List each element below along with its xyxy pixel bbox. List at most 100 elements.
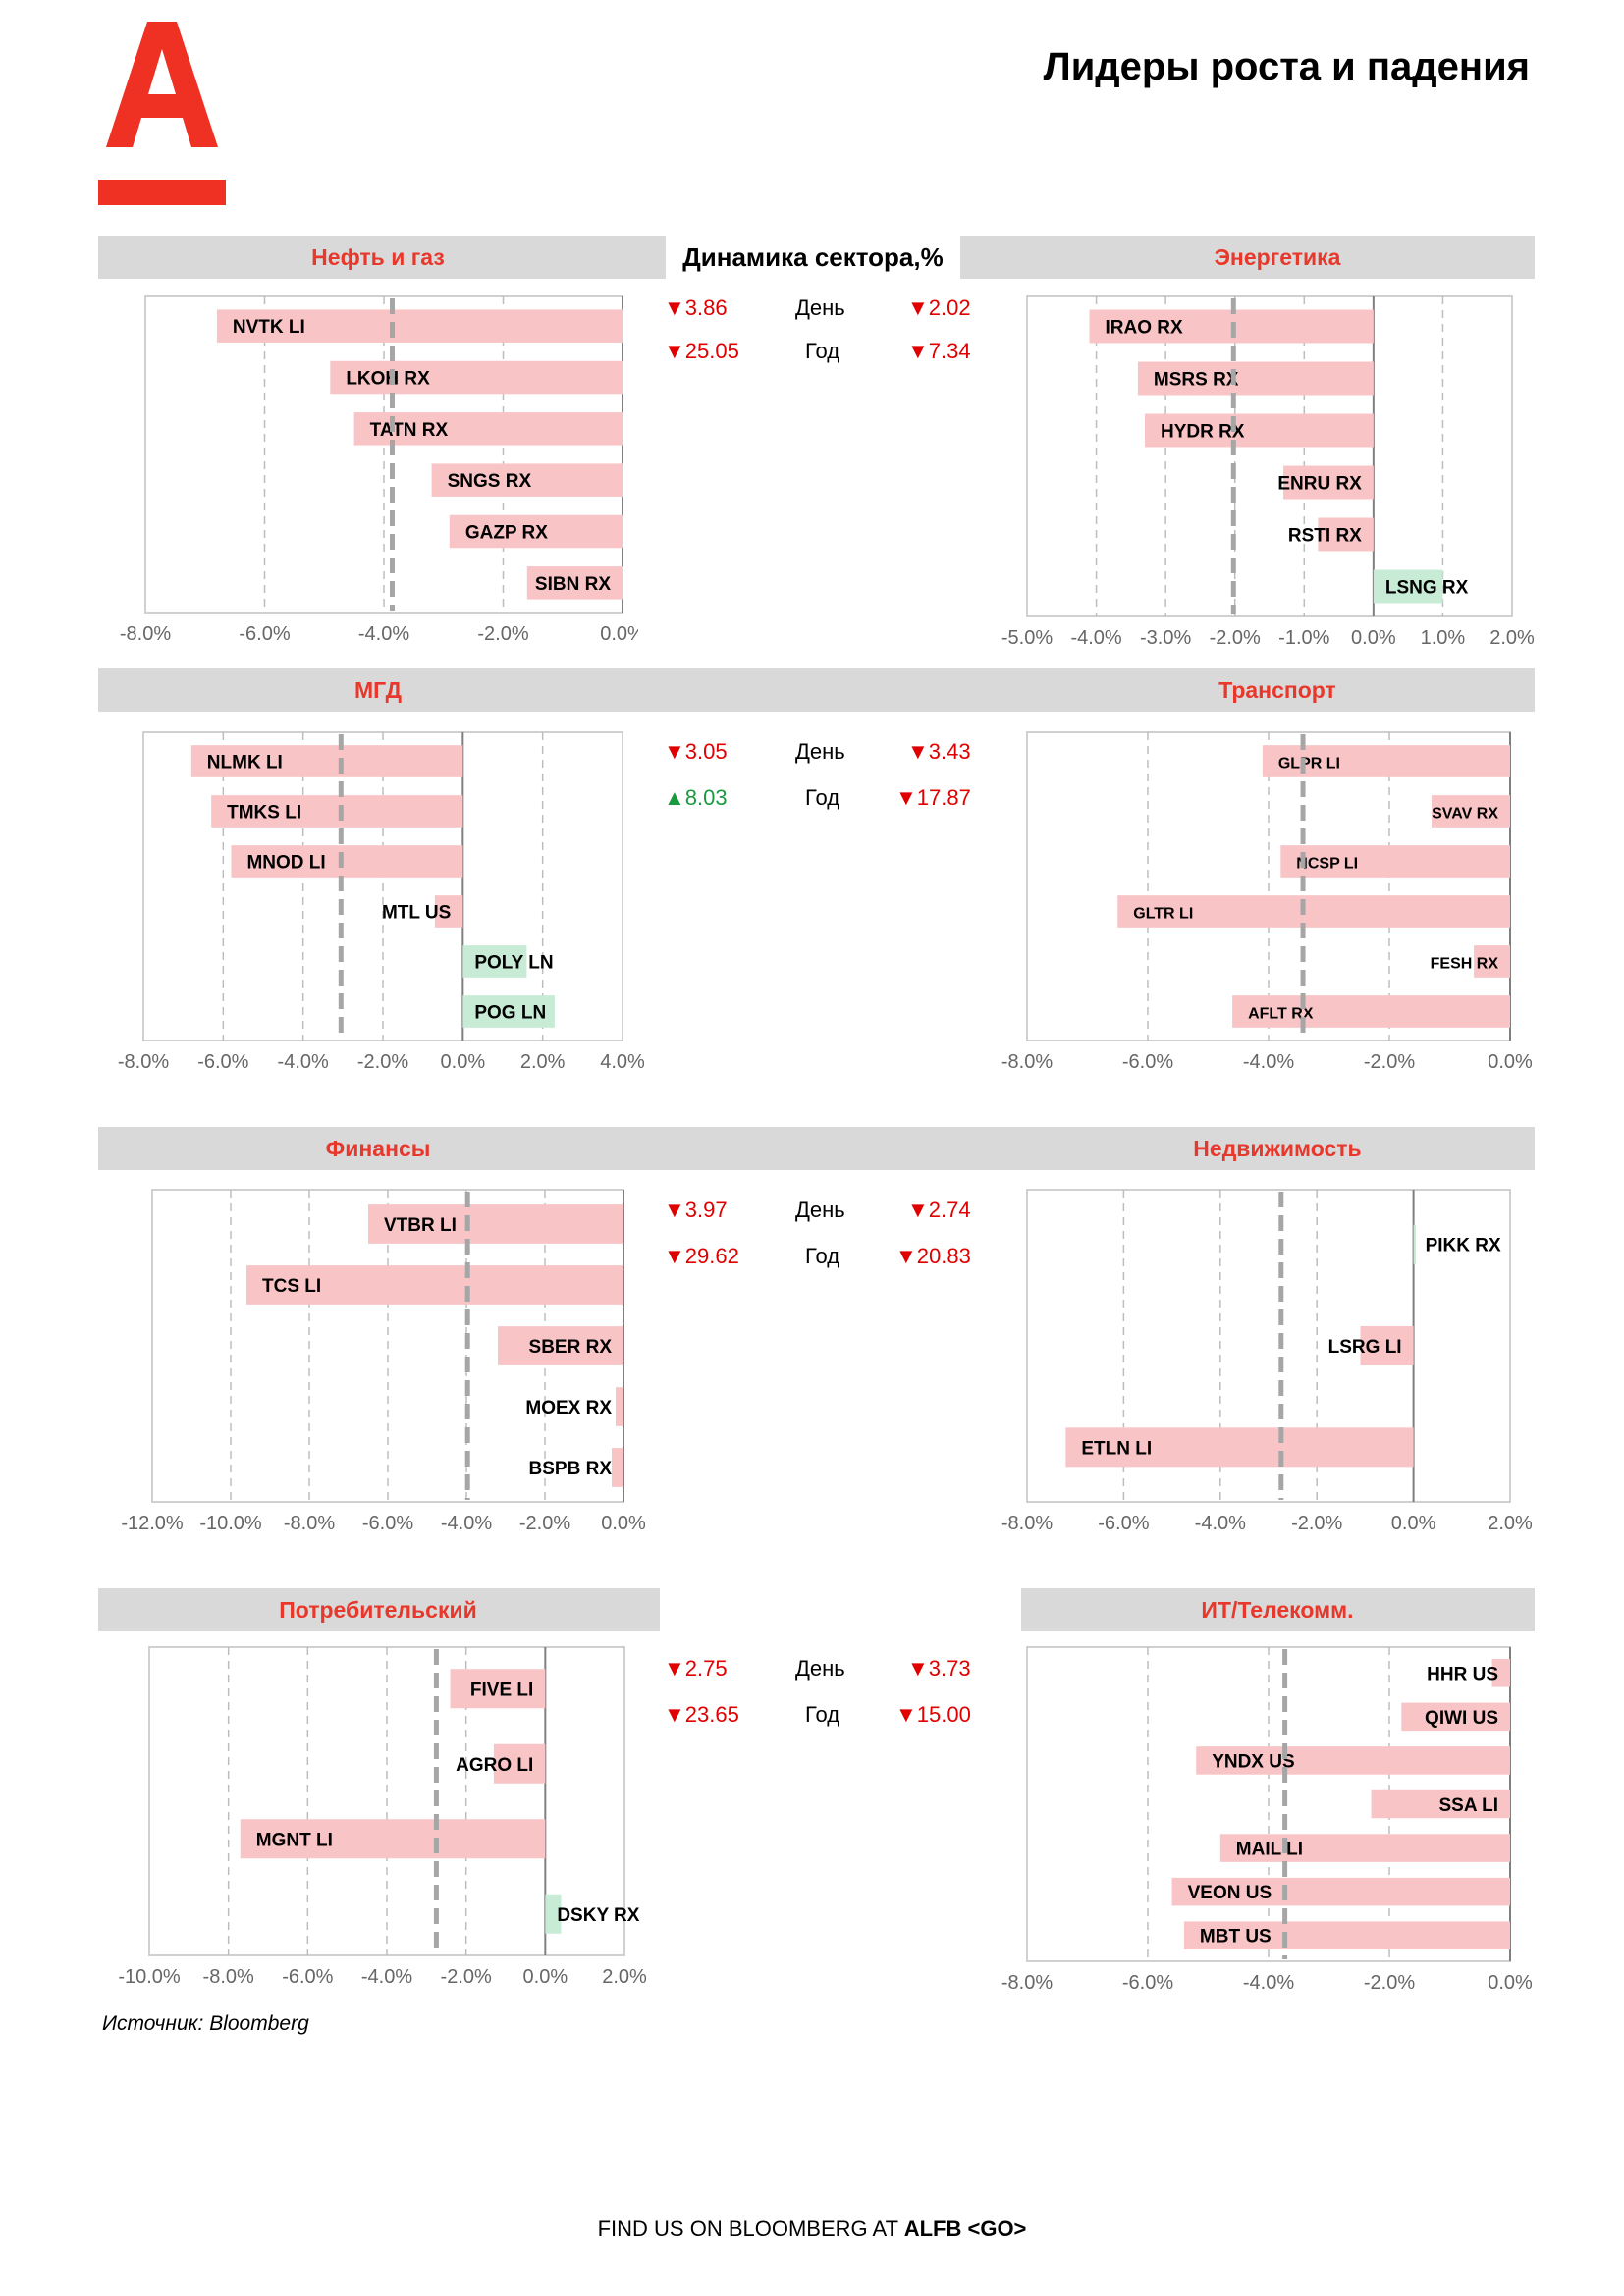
x-tick-label: -2.0% (519, 1513, 570, 1534)
x-tick-label: 0.0% (1488, 1051, 1533, 1073)
bar-label: MAIL LI (1236, 1840, 1303, 1860)
bar (368, 1204, 623, 1244)
section-title-metals: МГД (353, 677, 402, 703)
bar (1219, 1834, 1510, 1862)
bar-label: MOEX RX (525, 1398, 612, 1418)
bar (1232, 995, 1510, 1028)
x-tick-label: -6.0% (1122, 1972, 1173, 1994)
bar-label: LSNG RX (1385, 578, 1469, 599)
x-tick-label: -2.0% (357, 1051, 408, 1073)
bar-label: POG LN (474, 1003, 546, 1024)
x-tick-label: -4.0% (1243, 1972, 1294, 1994)
bar-label: ENRU RX (1277, 474, 1362, 495)
year-change-sector: ▼29.62 (664, 1244, 739, 1268)
bar (545, 1894, 562, 1934)
x-tick-label: -8.0% (118, 1051, 169, 1073)
x-tick-label: -6.0% (197, 1051, 248, 1073)
day-label: День (795, 739, 845, 764)
section-title-it-telecom: ИТ/Телекомм. (1201, 1597, 1354, 1623)
x-tick-label: -8.0% (1001, 1972, 1053, 1994)
bar-label: NLMK LI (207, 753, 283, 774)
chart-oil-gas: -8.0% -6.0% -4.0% -2.0% 0.0% NVTK LI LKOH RX TA… (120, 295, 638, 645)
year-change-index: ▼15.00 (895, 1702, 971, 1727)
bar (246, 1265, 623, 1305)
bar (1283, 465, 1374, 500)
bar-label: SIBN RX (535, 574, 611, 595)
day-change-sector: ▼2.75 (664, 1656, 728, 1681)
bar-label: ETLN LI (1081, 1438, 1152, 1459)
year-label: Год (805, 785, 840, 810)
source-note: Источник: Bloomberg (102, 2012, 309, 2035)
bar (1171, 1877, 1510, 1906)
x-tick-label: 2.0% (1488, 1513, 1533, 1534)
x-tick-label: -1.0% (1278, 627, 1329, 649)
year-change-index: ▼17.87 (895, 785, 971, 810)
bar (1065, 1427, 1414, 1468)
bar-label: NCSP LI (1296, 856, 1358, 873)
day-change-sector: ▼3.05 (664, 739, 728, 764)
section-title-real-estate: Недвижимость (1193, 1136, 1362, 1161)
bar-label: DSKY RX (557, 1905, 639, 1926)
day-label: День (795, 295, 845, 320)
band-4-gap (660, 1588, 1021, 1631)
bar (1280, 845, 1510, 878)
bar-label: PIKK RX (1426, 1236, 1501, 1256)
x-tick-label: 0.0% (1351, 627, 1396, 649)
bar (1144, 413, 1374, 448)
section-band-3: Финансы Недвижимость (98, 1127, 1535, 1170)
x-tick-label: 0.0% (601, 1513, 646, 1534)
bar-label: RSTI RX (1288, 526, 1362, 547)
x-tick-label: -2.0% (441, 1966, 492, 1988)
x-tick-label: 0.0% (441, 1051, 486, 1073)
alfa-bank-logo (98, 22, 226, 205)
bar (1373, 569, 1443, 604)
x-tick-label: 0.0% (600, 623, 638, 645)
year-change-sector: ▲8.03 (664, 785, 728, 810)
bar (1360, 1326, 1414, 1365)
bar (462, 945, 527, 978)
x-tick-label: -6.0% (362, 1513, 413, 1534)
day-change-index: ▼3.43 (907, 739, 971, 764)
bar (1491, 1659, 1510, 1687)
bar-label: NVTK LI (233, 317, 305, 338)
bar-label: MSRS RX (1154, 370, 1239, 391)
bar-label: QIWI US (1425, 1708, 1498, 1729)
bar-label: MBT US (1200, 1927, 1272, 1948)
footer-prefix: FIND US ON BLOOMBERG AT (597, 2216, 904, 2241)
bar-label: POLY LN (474, 953, 553, 974)
x-tick-label: -6.0% (1098, 1513, 1149, 1534)
x-tick-label: -4.0% (358, 623, 409, 645)
bar (1371, 1789, 1510, 1819)
year-change-index: ▼20.83 (895, 1244, 971, 1268)
x-tick-label: -6.0% (1122, 1051, 1173, 1073)
bar (612, 1448, 623, 1487)
bar (353, 412, 623, 446)
footer: FIND US ON BLOOMBERG AT ALFB <GO> (0, 2216, 1624, 2242)
bar-label: TCS LI (262, 1276, 321, 1297)
year-label: Год (805, 1702, 840, 1727)
x-tick-label: 0.0% (1391, 1513, 1436, 1534)
bar-label: HYDR RX (1161, 422, 1245, 443)
bar-label: AFLT RX (1248, 1006, 1314, 1023)
chart-real-estate: -8.0% -6.0% -4.0% -2.0% 0.0% 2.0% PIKK RX LSRG … (1001, 1189, 1533, 1534)
day-change-index: ▼2.02 (907, 295, 971, 320)
x-tick-label: 2.0% (520, 1051, 566, 1073)
bar-label: SVAV RX (1432, 806, 1498, 823)
section-title-oil-gas: Нефть и газ (311, 244, 445, 270)
x-tick-label: -2.0% (1364, 1051, 1415, 1073)
bar-label: LSRG LI (1328, 1337, 1402, 1358)
chart-metals: -8.0% -6.0% -4.0% -2.0% 0.0% 2.0% 4.0% NLMK LI T… (118, 731, 645, 1073)
x-tick-label: -2.0% (1210, 627, 1261, 649)
bar-label: IRAO RX (1106, 318, 1184, 339)
x-tick-label: 4.0% (600, 1051, 645, 1073)
bar-label: MTL US (382, 903, 451, 924)
bar (1117, 895, 1510, 928)
bar (616, 1387, 623, 1426)
plot-frame (1026, 295, 1513, 617)
x-tick-label: 0.0% (1488, 1972, 1533, 1994)
bar (1474, 945, 1510, 978)
bar (211, 795, 463, 828)
section-title-consumer: Потребительский (279, 1597, 477, 1623)
bar (1401, 1702, 1510, 1732)
chart-finance: -12.0% -10.0% -8.0% -6.0% -4.0% -2.0% 0.0% VTBR… (121, 1189, 646, 1534)
